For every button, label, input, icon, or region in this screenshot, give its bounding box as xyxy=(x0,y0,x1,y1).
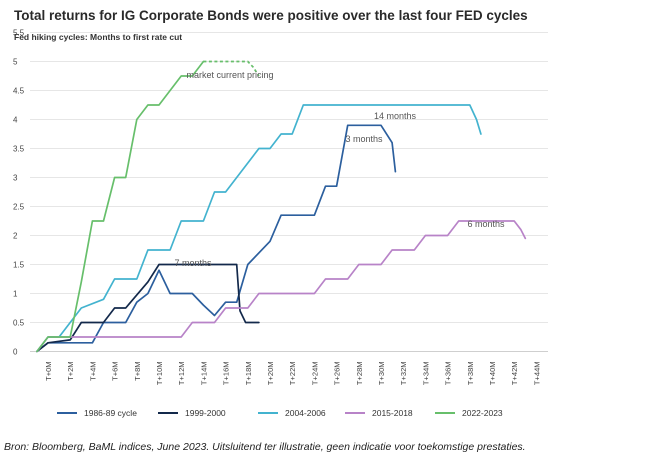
series-line-2022-2023 xyxy=(36,60,205,353)
annotation-6-months: 6 months xyxy=(467,219,505,229)
x-tick-label: T+36M xyxy=(444,362,453,386)
y-tick-label: 2.5 xyxy=(13,203,25,212)
series-line-1986-89-cycle xyxy=(36,124,397,353)
legend-label: 1999-2000 xyxy=(185,408,226,418)
legend-label: 1986-89 cycle xyxy=(84,408,137,418)
annotation-market-pricing: market current pricing xyxy=(186,70,273,80)
y-tick-label: 0.5 xyxy=(13,319,25,328)
annotation-14-months: 14 months xyxy=(374,111,417,121)
x-tick-label: T+4M xyxy=(88,362,97,381)
source-caption: Bron: Bloomberg, BaML indices, June 2023… xyxy=(4,441,526,453)
x-tick-label: T+6M xyxy=(111,362,120,381)
x-tick-label: T+34M xyxy=(421,362,430,386)
y-tick-label: 1.5 xyxy=(13,261,25,270)
x-axis-ticks: T+0M T+2M T+4M T+6M T+8M T+10M T+12M T+14M T+16M… xyxy=(44,362,541,386)
x-tick-label: T+12M xyxy=(177,362,186,386)
annotation-7-months: 7 months xyxy=(174,258,212,268)
x-tick-label: T+14M xyxy=(199,362,208,386)
x-tick-label: T+28M xyxy=(355,362,364,386)
y-tick-label: 4 xyxy=(13,116,18,125)
annotations: market current pricing 14 months 3 month… xyxy=(174,70,505,268)
projection-line xyxy=(203,60,260,77)
x-tick-label: T+40M xyxy=(488,362,497,386)
x-tick-label: T+32M xyxy=(399,362,408,386)
chart-title: Total returns for IG Corporate Bonds wer… xyxy=(14,8,528,23)
x-tick-label: T+30M xyxy=(377,362,386,386)
x-tick-label: T+42M xyxy=(510,362,519,386)
x-tick-label: T+18M xyxy=(244,362,253,386)
legend: 1986-89 cycle 1999-2000 2004-2006 2015-2018… xyxy=(57,408,503,418)
y-tick-label: 4.5 xyxy=(13,87,25,96)
legend-label: 2004-2006 xyxy=(285,408,326,418)
x-tick-label: T+44M xyxy=(532,362,541,386)
annotation-3-months: 3 months xyxy=(345,134,383,144)
y-tick-label: 5 xyxy=(13,58,18,67)
legend-label: 2015-2018 xyxy=(372,408,413,418)
x-tick-label: T+0M xyxy=(44,362,53,381)
y-tick-label: 3.5 xyxy=(13,145,25,154)
y-tick-label: 1 xyxy=(13,290,18,299)
y-axis-ticks: 0 0.5 1 1.5 2 2.5 3 3.5 4 4.5 5 5.5 xyxy=(13,29,25,357)
y-tick-label: 0 xyxy=(13,348,18,357)
x-tick-label: T+26M xyxy=(333,362,342,386)
x-tick-label: T+2M xyxy=(66,362,75,381)
y-tick-label: 3 xyxy=(13,174,18,183)
grid-lines xyxy=(30,32,548,352)
series-line-1999-2000 xyxy=(36,263,260,353)
x-tick-label: T+38M xyxy=(466,362,475,386)
x-tick-label: T+8M xyxy=(133,362,142,381)
x-tick-label: T+22M xyxy=(288,362,297,386)
x-tick-label: T+10M xyxy=(155,362,164,386)
series-line-2004-2006 xyxy=(36,104,482,353)
x-tick-label: T+16M xyxy=(222,362,231,386)
chart-subtitle: Fed hiking cycles: Months to first rate … xyxy=(14,32,183,42)
x-tick-label: T+20M xyxy=(266,362,275,386)
legend-label: 2022-2023 xyxy=(462,408,503,418)
x-tick-label: T+24M xyxy=(310,362,319,386)
series-lines xyxy=(36,60,527,353)
series-line-2015-2018 xyxy=(36,220,527,353)
y-tick-label: 2 xyxy=(13,232,18,241)
y-tick-label: 5.5 xyxy=(13,29,25,38)
